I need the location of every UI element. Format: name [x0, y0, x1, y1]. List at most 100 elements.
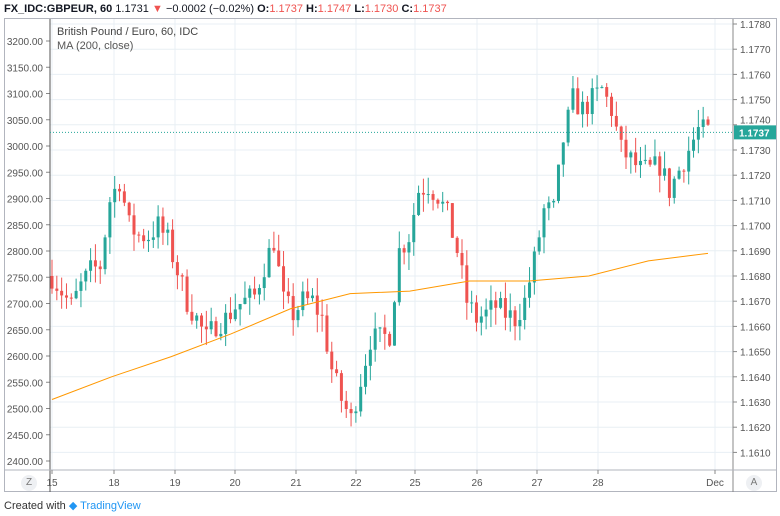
candle-body: [402, 248, 406, 253]
open-value: 1.1737: [269, 3, 303, 15]
candle-body: [301, 291, 305, 311]
candle-body: [93, 260, 97, 267]
candle-body: [310, 295, 314, 299]
candle-body: [494, 300, 498, 308]
candle-body: [499, 298, 503, 308]
candle-body: [388, 333, 392, 346]
candle-body: [692, 139, 696, 151]
candle-body: [364, 365, 368, 387]
candle-body: [518, 319, 522, 327]
candle-body: [436, 199, 440, 204]
candle-body: [648, 159, 652, 165]
current-price-label: 1.1737: [739, 128, 770, 139]
candle-body: [470, 302, 474, 304]
right-axis-label: 1.1700: [740, 222, 771, 233]
candle-body: [489, 300, 493, 310]
candle-body: [552, 200, 556, 203]
time-axis-label: 26: [471, 478, 483, 489]
triangle-down-icon: ▼: [151, 3, 163, 15]
candle-body: [209, 321, 213, 330]
chart-legend: British Pound / Euro, 60, IDC MA (200, c…: [57, 25, 198, 53]
candle-body: [146, 239, 150, 242]
candle-body: [325, 315, 329, 352]
candle-body: [417, 192, 421, 215]
candle-body: [118, 188, 122, 192]
candle-body: [185, 276, 189, 312]
candle-body: [137, 234, 141, 236]
candle-body: [248, 288, 252, 298]
candle-body: [460, 252, 464, 266]
time-axis-label: 15: [46, 478, 58, 489]
candle-body: [339, 373, 343, 401]
scale-left-button[interactable]: Z: [21, 475, 37, 491]
right-axis-label: 1.1620: [740, 423, 771, 434]
candle-body: [590, 88, 594, 115]
candle-body: [296, 310, 300, 321]
tradingview-link[interactable]: TradingView: [80, 500, 141, 512]
right-axis-label: 1.1630: [740, 398, 771, 409]
created-with-text: Created with: [4, 500, 66, 512]
right-axis-label: 1.1750: [740, 96, 771, 107]
candle-body: [306, 291, 310, 299]
high-value: 1.1747: [317, 3, 352, 15]
left-axis-label: 2800.00: [7, 247, 44, 258]
candle-body: [282, 266, 286, 292]
footer: Created with ◆ TradingView: [4, 499, 141, 512]
time-axis-label: 28: [592, 478, 604, 489]
candle-body: [392, 302, 396, 346]
candle-body: [556, 164, 560, 201]
candle-body: [103, 237, 107, 270]
time-axis-label: 21: [290, 478, 302, 489]
left-axis-label: 3100.00: [7, 90, 44, 101]
candle-body: [315, 295, 319, 315]
candle-body: [426, 194, 430, 196]
candle-body: [701, 119, 705, 127]
candle-body: [142, 235, 146, 242]
symbol: FX_IDC:GBPEUR, 60: [4, 3, 113, 15]
left-axis-label: 2400.00: [7, 457, 44, 468]
chart-frame: [4, 18, 777, 492]
auto-scale-button[interactable]: A: [746, 475, 762, 491]
close-value: 1.1737: [413, 3, 447, 15]
candle-body: [79, 281, 83, 291]
candle-body: [479, 316, 483, 323]
current-price-badge: [734, 125, 776, 140]
right-axis-label: 1.1740: [740, 115, 771, 126]
candle-body: [605, 87, 609, 97]
candle-body: [180, 275, 184, 277]
candle-body: [89, 260, 93, 271]
candle-body: [465, 265, 469, 303]
candle-body: [455, 237, 459, 253]
left-axis-label: 2450.00: [7, 431, 44, 442]
candle-body: [397, 248, 401, 303]
candle-body: [542, 208, 546, 238]
candle-body: [581, 101, 585, 115]
candle-body: [335, 369, 339, 374]
candle-body: [523, 297, 527, 320]
candle-body: [349, 409, 353, 414]
candle-body: [446, 201, 450, 204]
candle-body: [243, 297, 247, 304]
candle-body: [330, 351, 334, 370]
candle-body: [195, 315, 199, 321]
candle-body: [55, 288, 59, 291]
candle-body: [508, 310, 512, 318]
left-axis-label: 2600.00: [7, 352, 44, 363]
left-axis-label: 2750.00: [7, 273, 44, 284]
left-axis-label: 2700.00: [7, 300, 44, 311]
candle-body: [585, 101, 589, 115]
last-price: 1.1731: [115, 3, 149, 15]
candle-body: [98, 266, 102, 270]
time-axis-label: 19: [169, 478, 181, 489]
candle-body: [166, 229, 170, 233]
candle-body: [64, 295, 68, 298]
high-label: H:: [306, 3, 318, 15]
candle-body: [262, 277, 266, 289]
candle-body: [378, 327, 382, 329]
candle-body: [175, 262, 179, 276]
candle-body: [672, 178, 676, 198]
candle-body: [600, 87, 604, 89]
candle-body: [474, 302, 478, 323]
candle-body: [653, 156, 657, 165]
